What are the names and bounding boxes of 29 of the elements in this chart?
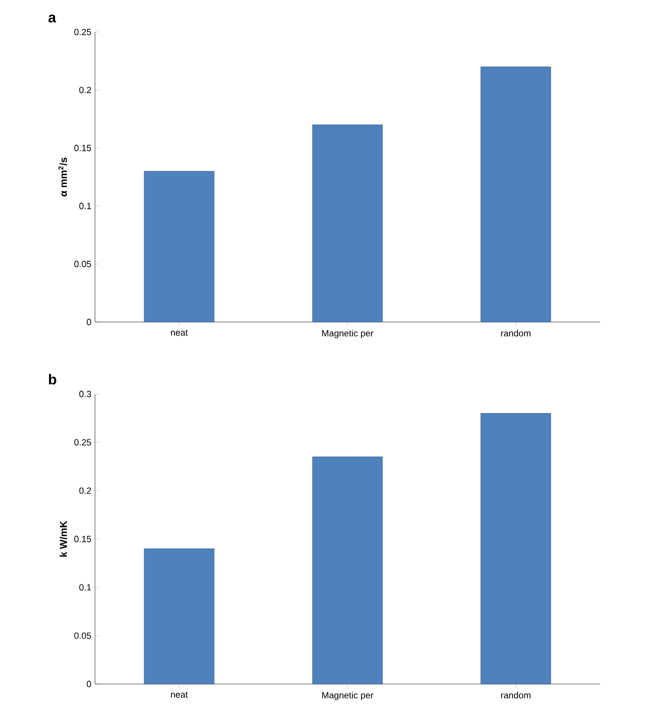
y-tick-label: 0.15 (74, 536, 92, 542)
x-tick-label: Magnetic per (322, 330, 374, 338)
y-tick-label: 0.2 (79, 487, 92, 494)
x-tick-label: Magnetic per (322, 692, 374, 700)
bar (312, 124, 383, 322)
y-tick-label: 0.25 (74, 28, 92, 36)
bar (480, 413, 552, 684)
y-tick-label: 0.2 (79, 86, 92, 94)
y-tick-label: 0 (86, 680, 92, 688)
x-tick-label: random (501, 692, 530, 698)
y-axis-title: α mm$^{2}$/s (58, 158, 68, 196)
x-tick-label: random (501, 330, 530, 336)
y-tick-label: 0.05 (74, 260, 92, 268)
chart-title: b (48, 374, 56, 384)
bar (480, 66, 552, 322)
y-tick-label: 0.3 (79, 390, 92, 398)
x-tick-label: neat (171, 330, 188, 336)
y-tick-label: 0.05 (74, 632, 92, 639)
y-tick-label: 0.1 (79, 584, 92, 591)
chart-title: a (48, 14, 56, 22)
y-tick-label: 0.1 (79, 202, 92, 210)
bar (312, 456, 383, 684)
y-tick-label: 0 (86, 318, 92, 326)
y-tick-label: 0.15 (74, 144, 92, 152)
y-tick-label: 0.25 (74, 439, 92, 446)
bar (144, 548, 214, 684)
x-tick-label: neat (171, 692, 188, 698)
y-axis-title: k W/mK (60, 520, 68, 557)
bar (144, 171, 214, 322)
